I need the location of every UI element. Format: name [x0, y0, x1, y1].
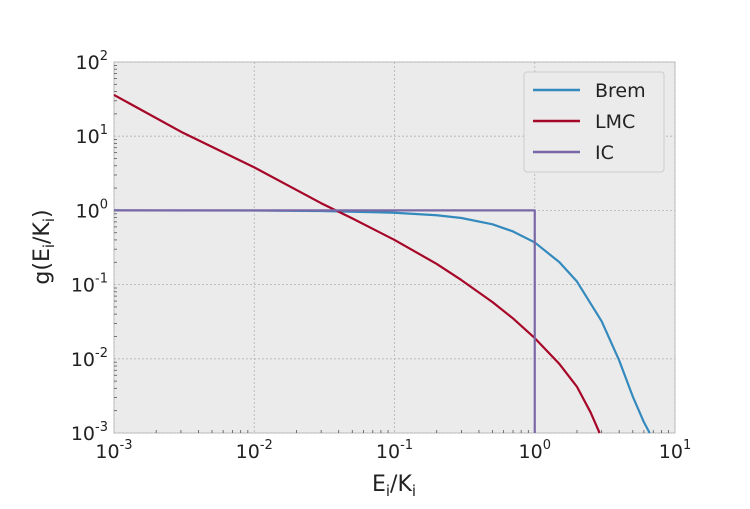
y-tick-label: 10-3 [71, 420, 108, 445]
x-tick-labels: 10-3 10-2 10-1 100 101 [95, 438, 691, 463]
x-tick-label: 101 [659, 438, 691, 463]
x-tick-label: 10-1 [376, 438, 413, 463]
x-tick-label: 10-2 [236, 438, 273, 463]
legend-label-ic: IC [595, 142, 614, 164]
y-tick-label: 102 [76, 49, 108, 74]
grid [113, 61, 676, 434]
y-tick-label: 10-2 [71, 346, 108, 371]
legend-label-lmc: LMC [595, 111, 635, 133]
y-axis-title: g(Ei/Ki) [30, 209, 58, 284]
series-line-ic [114, 209, 536, 433]
legend-label-brem: Brem [595, 80, 646, 102]
y-tick-labels: 10-3 10-2 10-1 100 101 102 [71, 49, 108, 445]
x-tick-label: 10-3 [95, 438, 132, 463]
x-axis-title: Ei/Ki [372, 472, 416, 500]
legend: Brem LMC IC [523, 71, 665, 173]
x-tick-label: 100 [519, 438, 551, 463]
series-lines [113, 93, 651, 434]
series-line-brem [113, 209, 651, 434]
y-tick-label: 100 [76, 197, 108, 222]
y-tick-label: 10-1 [71, 272, 108, 297]
series-line-lmc [113, 93, 601, 434]
legend-box [523, 71, 665, 173]
y-tick-label: 101 [76, 123, 108, 148]
minor-ticks [114, 64, 669, 433]
